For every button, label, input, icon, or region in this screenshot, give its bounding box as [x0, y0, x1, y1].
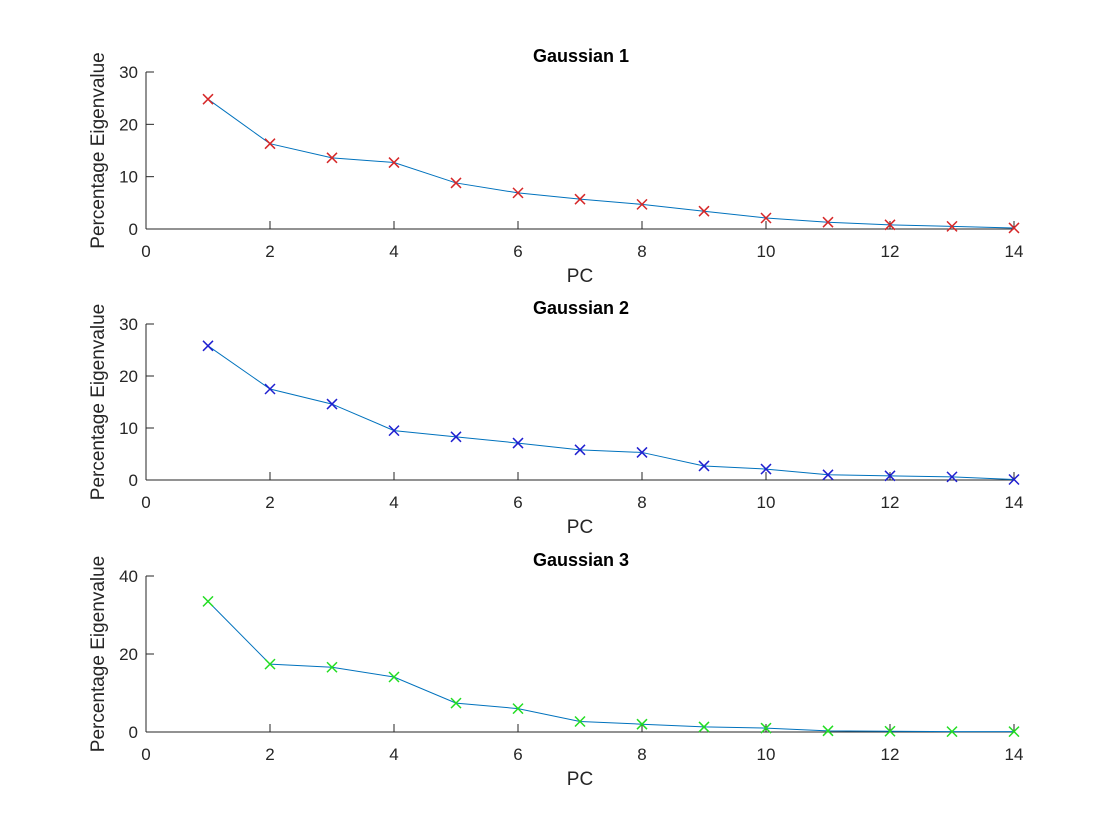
- y-tick-label: 0: [129, 723, 138, 742]
- data-point: [884, 725, 896, 737]
- y-axis-label: Percentage Eigenvalue: [88, 52, 109, 248]
- y-tick-label: 0: [129, 471, 138, 490]
- data-point: [388, 157, 400, 169]
- data-point: [1008, 473, 1020, 486]
- data-point: [884, 470, 896, 482]
- x-tick-label: 6: [513, 242, 522, 261]
- data-point: [822, 469, 834, 481]
- x-tick-label: 4: [389, 493, 398, 512]
- y-tick-label: 20: [119, 367, 138, 386]
- data-point: [202, 93, 214, 105]
- data-point: [326, 152, 338, 164]
- x-axis-label: PC: [567, 517, 593, 538]
- data-point: [512, 703, 524, 715]
- data-point: [574, 193, 586, 205]
- x-axis-label: PC: [567, 769, 593, 790]
- y-tick-label: 10: [119, 168, 138, 187]
- x-tick-label: 6: [513, 493, 522, 512]
- data-point: [326, 398, 338, 410]
- x-tick-label: 0: [141, 242, 150, 261]
- subplot-3: 0 2 4 6 8 10 12 14 0 20 40 Gaussian 3 PC Percentage E…: [88, 550, 1023, 790]
- data-point: [636, 446, 648, 458]
- x-tick-label: 6: [513, 745, 522, 764]
- data-point: [636, 718, 648, 730]
- y-tick-label: 20: [119, 115, 138, 134]
- data-point: [822, 216, 834, 228]
- x-tick-label: 10: [757, 242, 776, 261]
- data-point: [760, 463, 772, 475]
- x-tick-label: 8: [637, 745, 646, 764]
- data-point: [1008, 222, 1020, 234]
- data-point: [1008, 726, 1020, 738]
- y-tick-label: 0: [129, 220, 138, 239]
- x-tick-label: 10: [757, 493, 776, 512]
- x-tick-label: 4: [389, 242, 398, 261]
- y-tick-label: 30: [119, 315, 138, 334]
- data-point: [698, 460, 710, 472]
- series-line: [207, 98, 1015, 229]
- x-tick-label: 0: [141, 493, 150, 512]
- data-point: [450, 697, 462, 709]
- data-point: [760, 212, 772, 224]
- data-point: [202, 340, 214, 352]
- series-line: [207, 345, 1015, 480]
- x-tick-label: 4: [389, 745, 398, 764]
- data-point: [326, 661, 338, 673]
- data-point: [946, 220, 958, 232]
- y-axis-label: Percentage Eigenvalue: [88, 556, 109, 752]
- data-point: [512, 187, 524, 199]
- data-point: [574, 715, 586, 728]
- y-tick-label: 20: [119, 645, 138, 664]
- data-point: [264, 658, 276, 670]
- x-tick-label: 14: [1005, 242, 1024, 261]
- x-tick-label: 12: [881, 745, 900, 764]
- x-tick-label: 8: [637, 493, 646, 512]
- data-point: [202, 595, 214, 607]
- data-point: [760, 722, 772, 734]
- data-point: [512, 437, 524, 449]
- x-tick-label: 8: [637, 242, 646, 261]
- x-tick-label: 14: [1005, 745, 1024, 764]
- data-point: [388, 671, 400, 683]
- subplot-2: 0 2 4 6 8 10 12 14 0 10 20 30 Gaussian 2 PC Percentage…: [88, 298, 1023, 538]
- data-point: [264, 383, 276, 395]
- data-point: [698, 205, 710, 217]
- x-tick-label: 0: [141, 745, 150, 764]
- data-point: [450, 431, 462, 443]
- x-tick-label: 10: [757, 745, 776, 764]
- series-line: [207, 600, 1014, 733]
- x-axis-label: PC: [567, 266, 593, 287]
- y-tick-label: 10: [119, 419, 138, 438]
- subplot-1: 0 2 4 6 8 10 12 14 0 10 20 30 Gaussian 1 PC Percentage…: [88, 46, 1023, 287]
- x-tick-label: 12: [881, 242, 900, 261]
- data-point: [264, 138, 276, 150]
- y-tick-label: 40: [119, 567, 138, 586]
- chart-title: Gaussian 3: [533, 550, 629, 570]
- data-point: [822, 725, 834, 737]
- data-point: [388, 425, 400, 437]
- y-axis-label: Percentage Eigenvalue: [88, 304, 109, 500]
- data-point: [698, 721, 710, 733]
- data-point: [946, 726, 958, 738]
- y-tick-label: 30: [119, 63, 138, 82]
- data-point: [574, 444, 586, 456]
- x-tick-label: 2: [265, 493, 274, 512]
- chart-title: Gaussian 2: [533, 298, 629, 318]
- x-tick-label: 14: [1005, 493, 1024, 512]
- data-point: [636, 198, 648, 210]
- chart-title: Gaussian 1: [533, 46, 629, 66]
- data-point: [946, 471, 958, 483]
- x-tick-label: 12: [881, 493, 900, 512]
- x-tick-label: 2: [265, 745, 274, 764]
- data-point: [884, 219, 896, 231]
- data-point: [450, 177, 462, 189]
- x-tick-label: 2: [265, 242, 274, 261]
